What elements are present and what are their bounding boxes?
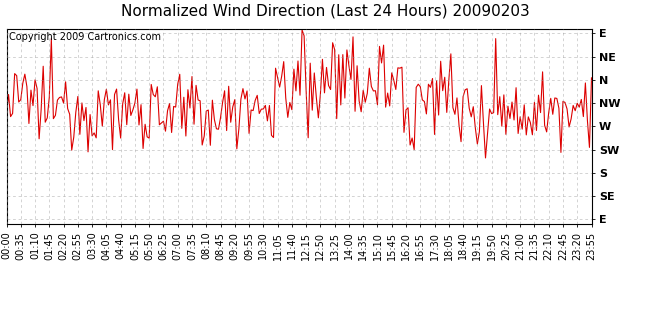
Text: Normalized Wind Direction (Last 24 Hours) 20090203: Normalized Wind Direction (Last 24 Hours… — [121, 3, 529, 18]
Text: Copyright 2009 Cartronics.com: Copyright 2009 Cartronics.com — [9, 32, 161, 42]
